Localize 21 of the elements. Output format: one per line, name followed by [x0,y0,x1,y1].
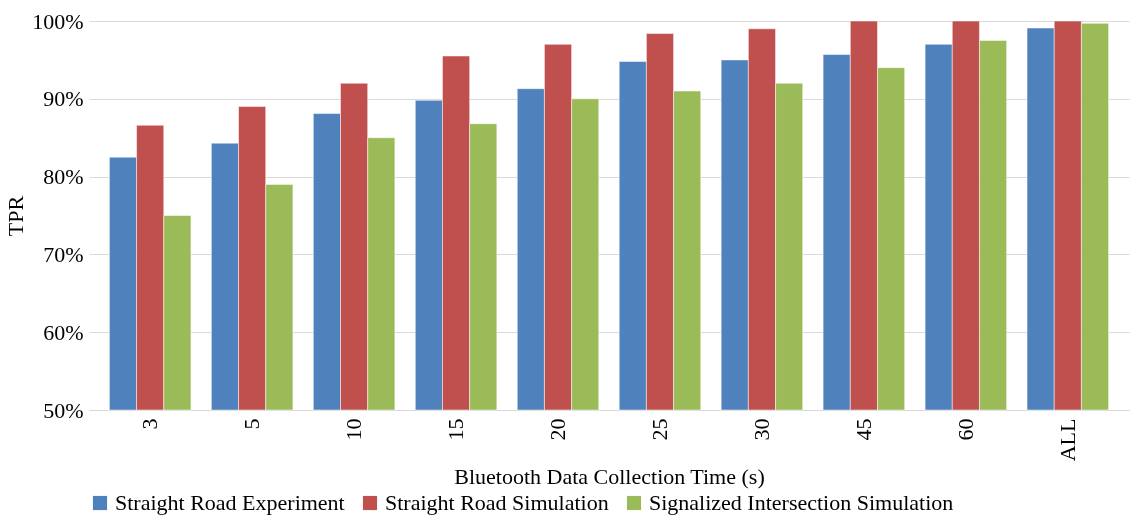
x-tick-label: 15 [443,418,469,441]
y-tick-label: 70% [43,241,84,267]
x-tick-label: 45 [850,418,876,441]
y-tick-label: 90% [43,86,84,112]
x-tick-label: 10 [341,418,367,441]
x-tick-label: 20 [545,418,571,441]
y-tick-label: 80% [43,164,84,190]
legend-label: Signalized Intersection Simulation [649,490,954,515]
y-axis-title: TPR [3,195,29,237]
legend-label: Straight Road Simulation [385,490,609,515]
x-tick-label: ALL [1054,418,1080,462]
y-tick-label: 60% [43,319,84,345]
x-tick-label: 30 [748,418,774,441]
x-tick-label: 25 [646,418,672,441]
x-axis-title: Bluetooth Data Collection Time (s) [454,464,765,490]
x-tick-label: 60 [952,418,978,441]
y-tick-label: 50% [43,397,84,423]
legend-label: Straight Road Experiment [115,490,345,515]
x-tick-label: 5 [239,418,265,430]
x-tick-label: 3 [137,418,163,430]
y-tick-label: 100% [32,8,84,34]
